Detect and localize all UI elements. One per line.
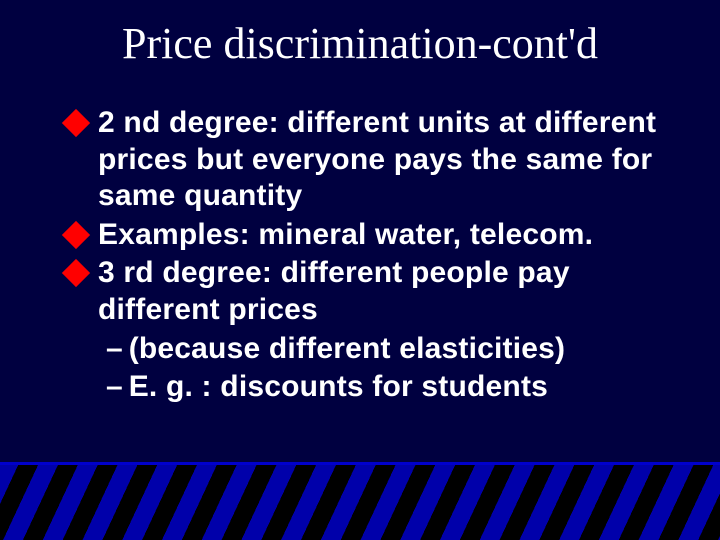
sub-bullet-text: E. g. : discounts for students bbox=[129, 369, 548, 406]
bullet-text: 3 rd degree: different people pay differ… bbox=[98, 255, 660, 328]
sub-bullet-text: (because different elasticities) bbox=[129, 331, 566, 368]
dash-bullet-icon: – bbox=[106, 331, 123, 368]
sub-bullet-item: – E. g. : discounts for students bbox=[106, 369, 660, 406]
bullet-text: Examples: mineral water, telecom. bbox=[98, 217, 593, 254]
dash-bullet-icon: – bbox=[106, 369, 123, 406]
bullet-item: Examples: mineral water, telecom. bbox=[66, 217, 660, 254]
bullet-text: 2 nd degree: different units at differen… bbox=[98, 105, 660, 215]
slide-container: Price discrimination-cont'd 2 nd degree:… bbox=[0, 0, 720, 540]
bullet-item: 2 nd degree: different units at differen… bbox=[66, 105, 660, 215]
bullet-item: 3 rd degree: different people pay differ… bbox=[66, 255, 660, 328]
slide-body: 2 nd degree: different units at differen… bbox=[66, 105, 660, 406]
footer-stripes-decoration bbox=[0, 462, 720, 540]
slide-title: Price discrimination-cont'd bbox=[0, 18, 720, 69]
sub-bullet-item: – (because different elasticities) bbox=[106, 331, 660, 368]
diamond-bullet-icon bbox=[62, 221, 90, 249]
diamond-bullet-icon bbox=[62, 259, 90, 287]
diamond-bullet-icon bbox=[62, 109, 90, 137]
